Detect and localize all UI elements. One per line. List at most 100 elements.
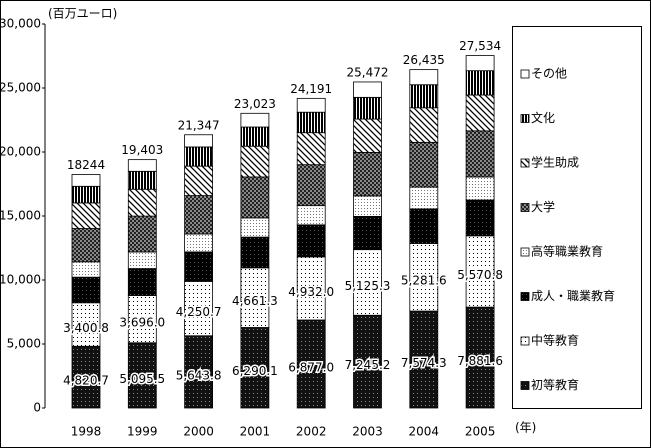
bar-segment [127,188,157,217]
bar-segment [184,280,214,337]
bar-segment [184,251,214,282]
bar-segment [296,319,326,409]
legend-swatch [520,69,530,79]
bar-segment [71,276,101,304]
value-label: 5,125.3 [345,279,391,293]
bar-segment [296,132,326,166]
bar-segment [184,134,214,148]
x-tick-label: 2001 [240,425,271,439]
y-tick-label: 15,000 [0,209,41,223]
value-label: 7,245.2 [345,358,391,372]
bar-segment [71,228,101,263]
value-label: 7,574.3 [401,356,447,370]
y-tick-label: 25,000 [0,81,41,95]
bar-segment [240,145,270,178]
bar-segment [465,55,495,72]
legend-swatch [520,203,530,212]
value-label: 5,095.5 [119,372,165,386]
x-tick-label: 2004 [409,425,440,439]
bar-segment [465,199,495,237]
bar-segment [296,164,326,207]
bar-segment [127,268,157,296]
bar-segment [184,195,214,235]
x-tick-label: 2002 [296,425,327,439]
bar-segment [465,306,495,409]
bar-segment [353,195,382,217]
bar-segment [127,215,157,253]
legend-swatch [520,158,530,168]
value-label: 4,661.3 [232,294,278,308]
bar-segment [353,215,382,251]
legend-label: 高等職業教育 [531,244,603,259]
legend-label: 学生助成 [531,155,579,170]
legend-label: 中等教育 [531,333,579,348]
bar-segment [409,84,439,109]
legend-label: 大学 [531,199,555,214]
legend-swatch [520,292,530,301]
bar-segment [127,170,157,190]
value-label: 5,643.8 [176,368,222,382]
total-label: 26,435 [403,53,445,67]
legend-swatch [520,336,530,346]
x-tick-label: 2000 [183,425,214,439]
value-label: 5,281.6 [401,274,447,288]
total-label: 21,347 [178,118,220,132]
bar-segment [409,69,439,86]
bar-segment [353,118,382,153]
bar-segment [296,224,326,258]
x-unit-label: (年) [515,421,536,435]
x-tick-label: 1999 [127,425,158,439]
bar-segment [240,126,270,147]
bar-segment [353,314,382,409]
total-label: 24,191 [290,82,332,96]
bar-segment [240,267,270,328]
value-label: 4,932.0 [288,285,334,299]
bar-segment [71,202,101,229]
bar-segment [409,310,439,409]
x-tick-label: 2003 [352,425,383,439]
value-label: 6,290.1 [232,364,278,378]
bar-segment [409,208,439,244]
bar-segment [240,112,270,128]
y-tick-label: 20,000 [0,145,41,159]
value-label: 4,820.7 [63,374,109,388]
bar-segment [184,165,214,196]
bar-segment [296,111,326,134]
legend-label: 文化 [531,110,555,125]
bar-segment [465,94,495,132]
bar-segment [353,96,382,120]
value-label: 4,250.7 [176,305,222,319]
bar-segment [127,251,157,269]
y-tick-label: 10,000 [0,273,41,287]
legend-swatch [520,247,530,257]
bar-segment [184,146,214,167]
bar-segment [465,70,495,96]
bar-segment [184,233,214,253]
bar-segment [353,249,382,316]
bar-segment [409,186,439,210]
bar-segment [71,185,101,204]
total-label: 27,534 [459,39,501,53]
bar-segment [240,217,270,238]
bar-segment [127,159,157,172]
bar-segment [240,327,270,409]
y-tick-label: 30,000 [0,17,41,31]
x-tick-label: 1998 [71,425,102,439]
bar-segment [240,176,270,219]
x-tick-label: 2005 [465,425,496,439]
bar-segment [353,81,382,98]
bar-segment [353,151,382,197]
legend-swatch [520,381,530,390]
value-label: 3,696.0 [119,316,165,330]
bar-segment [409,141,439,188]
value-label: 3,400.8 [63,321,109,335]
total-label: 18244 [67,158,105,172]
bar-segment [296,205,326,226]
bar-segment [409,107,439,143]
total-label: 25,472 [347,65,389,79]
legend-label: 成人・職業教育 [531,288,615,303]
unit-label: (百万ユーロ) [48,7,117,21]
legend-label: その他 [531,67,567,81]
bar-segment [465,235,495,308]
